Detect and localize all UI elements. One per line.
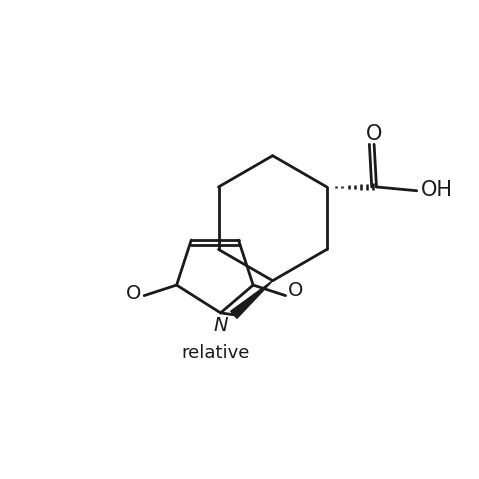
Polygon shape — [231, 281, 273, 319]
Text: OH: OH — [421, 180, 453, 200]
Text: O: O — [288, 281, 304, 300]
Text: O: O — [126, 284, 141, 303]
Text: O: O — [366, 124, 382, 144]
Text: relative: relative — [182, 344, 250, 362]
Text: N: N — [214, 316, 228, 335]
